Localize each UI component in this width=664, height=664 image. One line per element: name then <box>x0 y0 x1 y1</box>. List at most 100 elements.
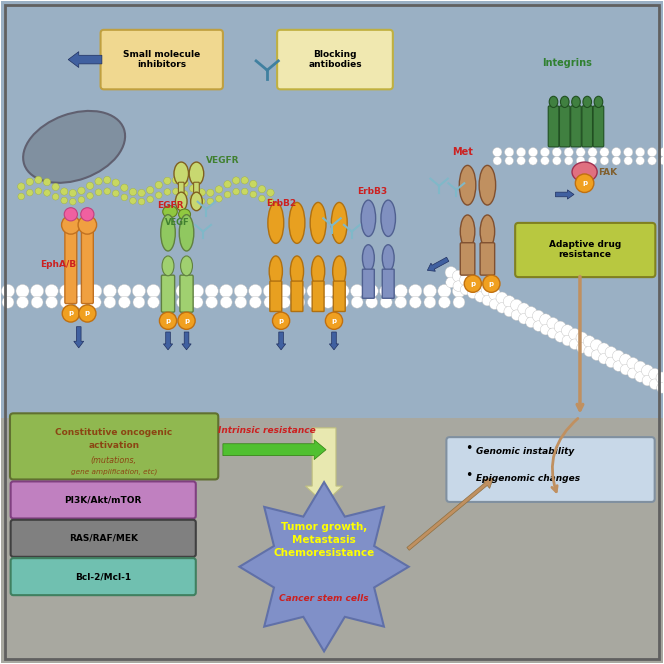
Circle shape <box>74 284 88 297</box>
Circle shape <box>453 281 463 291</box>
Circle shape <box>467 288 478 299</box>
Ellipse shape <box>268 203 284 244</box>
Text: ErbB2: ErbB2 <box>266 199 296 208</box>
FancyBboxPatch shape <box>333 281 345 311</box>
Circle shape <box>233 189 240 195</box>
Circle shape <box>293 296 305 308</box>
Circle shape <box>511 299 523 311</box>
Circle shape <box>554 321 566 333</box>
FancyBboxPatch shape <box>11 558 196 595</box>
Circle shape <box>17 296 29 308</box>
Text: VEGFR: VEGFR <box>207 157 240 165</box>
Text: RAS/RAF/MEK: RAS/RAF/MEK <box>68 534 137 542</box>
Circle shape <box>562 325 573 337</box>
Circle shape <box>576 157 585 165</box>
Circle shape <box>380 284 393 297</box>
Circle shape <box>61 197 68 204</box>
Text: p: p <box>489 281 494 287</box>
Text: Genomic instability: Genomic instability <box>476 448 574 456</box>
Circle shape <box>191 296 203 308</box>
Circle shape <box>612 147 621 157</box>
Circle shape <box>517 147 526 157</box>
Circle shape <box>555 332 566 342</box>
Text: VEGF: VEGF <box>165 218 190 227</box>
FancyBboxPatch shape <box>179 182 184 193</box>
Circle shape <box>17 183 25 190</box>
Circle shape <box>588 157 597 165</box>
Circle shape <box>620 354 631 366</box>
FancyBboxPatch shape <box>11 520 196 557</box>
Ellipse shape <box>480 215 495 248</box>
Circle shape <box>634 361 646 373</box>
Circle shape <box>613 361 623 371</box>
Circle shape <box>321 284 335 297</box>
Circle shape <box>62 216 80 234</box>
Circle shape <box>489 299 500 309</box>
Circle shape <box>173 188 179 195</box>
FancyBboxPatch shape <box>560 106 570 147</box>
Circle shape <box>103 284 116 297</box>
Circle shape <box>249 284 262 297</box>
Circle shape <box>189 185 197 192</box>
Text: ErbB3: ErbB3 <box>357 187 387 197</box>
Circle shape <box>656 372 664 384</box>
Circle shape <box>95 178 102 185</box>
Circle shape <box>267 198 274 205</box>
Circle shape <box>533 310 544 322</box>
Ellipse shape <box>382 245 394 271</box>
Ellipse shape <box>381 200 396 236</box>
Circle shape <box>505 147 514 157</box>
Circle shape <box>576 332 588 344</box>
Circle shape <box>446 277 456 288</box>
Ellipse shape <box>161 214 175 251</box>
Circle shape <box>224 191 231 198</box>
FancyArrow shape <box>223 440 326 459</box>
Circle shape <box>278 284 291 297</box>
Circle shape <box>46 296 58 308</box>
Circle shape <box>1 284 15 297</box>
Circle shape <box>659 157 664 165</box>
Circle shape <box>190 195 197 201</box>
Circle shape <box>90 296 101 308</box>
Circle shape <box>552 157 561 165</box>
Circle shape <box>81 208 94 221</box>
Circle shape <box>198 189 205 196</box>
FancyBboxPatch shape <box>10 413 218 479</box>
Circle shape <box>87 193 94 199</box>
Circle shape <box>155 181 163 189</box>
Circle shape <box>104 188 110 195</box>
FancyBboxPatch shape <box>100 30 223 90</box>
Circle shape <box>264 296 276 308</box>
Circle shape <box>452 270 464 282</box>
Circle shape <box>164 177 171 185</box>
Circle shape <box>496 292 508 304</box>
FancyBboxPatch shape <box>363 269 374 298</box>
Circle shape <box>181 180 188 187</box>
Circle shape <box>474 281 486 293</box>
Circle shape <box>258 195 265 202</box>
Circle shape <box>459 274 471 286</box>
FancyBboxPatch shape <box>382 269 394 298</box>
Text: (mutations,: (mutations, <box>91 456 137 465</box>
Text: •: • <box>465 442 473 456</box>
Circle shape <box>60 188 68 195</box>
Circle shape <box>575 174 594 193</box>
Circle shape <box>562 335 572 346</box>
FancyArrow shape <box>74 327 84 348</box>
Ellipse shape <box>549 96 558 108</box>
FancyBboxPatch shape <box>480 243 495 275</box>
Circle shape <box>540 147 550 157</box>
Circle shape <box>424 296 436 308</box>
Circle shape <box>216 195 222 202</box>
Circle shape <box>475 291 485 302</box>
Circle shape <box>176 284 189 297</box>
Circle shape <box>648 157 656 165</box>
Circle shape <box>60 296 72 308</box>
Circle shape <box>35 176 42 183</box>
Circle shape <box>395 296 407 308</box>
Circle shape <box>86 182 94 189</box>
Circle shape <box>250 191 256 198</box>
Circle shape <box>438 296 450 308</box>
Circle shape <box>267 189 274 197</box>
Circle shape <box>220 296 232 308</box>
